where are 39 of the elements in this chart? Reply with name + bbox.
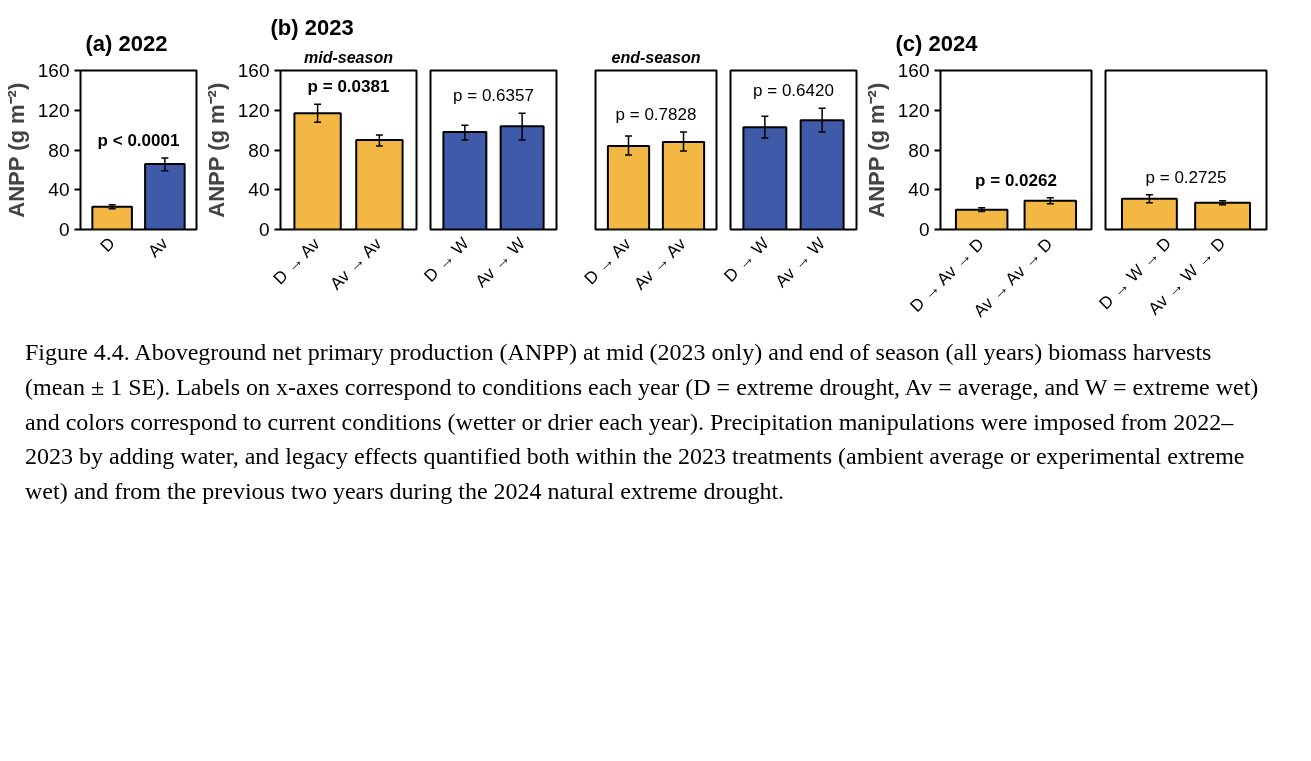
y-tick-label: 0: [918, 219, 930, 240]
chart-title: (a) 2022: [85, 30, 168, 56]
annotation: p < 0.0001: [97, 130, 180, 150]
y-tick-label: 80: [48, 139, 70, 161]
y-tick-label: 80: [908, 139, 930, 161]
y-tick-label: 120: [237, 99, 270, 121]
y-axis-title: ANPP (g m⁻²): [3, 82, 29, 218]
y-tick-label: 40: [248, 179, 270, 201]
x-tick-label: D → W: [420, 233, 473, 286]
x-tick-label: Av: [144, 233, 172, 262]
x-tick-label: Av → Av: [326, 234, 386, 294]
x-tick-label: Av → W: [471, 233, 529, 292]
y-tick-label: 40: [48, 179, 70, 201]
y-tick-label: 0: [58, 219, 70, 240]
y-tick-label: 0: [258, 219, 270, 240]
y-tick-label: 160: [897, 60, 930, 81]
y-tick-label: 160: [37, 60, 70, 81]
x-tick-label: D → W: [720, 233, 773, 286]
annotation: p = 0.0381: [307, 77, 390, 97]
y-axis-title: ANPP (g m⁻²): [203, 82, 229, 218]
annotation: p = 0.6357: [453, 86, 534, 106]
y-tick-label: 160: [237, 60, 270, 81]
y-axis-title: ANPP (g m⁻²): [863, 82, 889, 218]
y-tick-label: 40: [908, 179, 930, 201]
chart-subtitle: mid-season: [304, 48, 394, 66]
annotation: p = 0.0262: [975, 170, 1057, 190]
chart-subtitle: end-season: [611, 48, 701, 66]
chart-title: (c) 2024: [895, 30, 979, 56]
annotation: p = 0.7828: [615, 105, 697, 125]
annotation: p = 0.2725: [1145, 167, 1227, 187]
y-tick-label: 120: [897, 99, 930, 121]
x-tick-label: D → Av: [269, 234, 324, 289]
annotation: p = 0.6420: [753, 81, 834, 101]
chart-title: (b) 2023: [270, 14, 354, 40]
y-tick-label: 120: [37, 99, 70, 121]
caption: Figure 4.4. Aboveground net primary production (ANPP) at mid (2023 only) and end of season (all years) biomass harvests (mean ± 1 SE). Labels on x-axes correspond to conditions each year (D = extreme drought, Av = average, and W = extreme wet) and colors correspond to current conditions (wetter or drier each year). Precipitation manipulations were imposed from 2022–2023 by adding water, and legacy effects quantified both within the 2023 treatments (ambient average or experimental extreme wet) and from the previous two years during the 2024 natural extreme drought.: [25, 338, 1260, 507]
x-tick-label: D: [96, 233, 119, 256]
x-tick-label: Av → W: [771, 233, 829, 292]
y-tick-label: 80: [248, 139, 270, 161]
